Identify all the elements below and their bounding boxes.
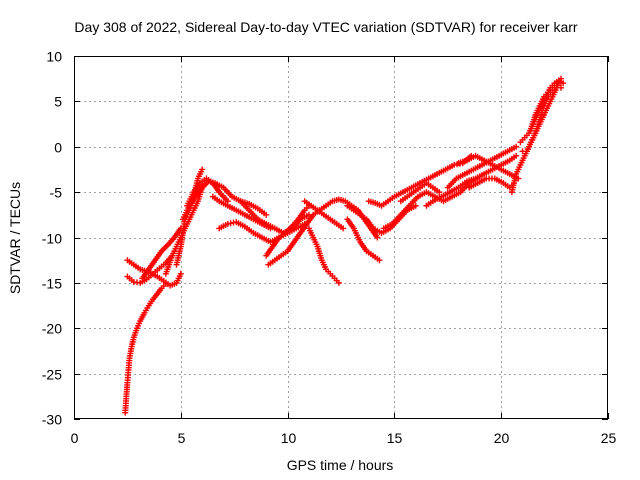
y-tick-label: -15 — [42, 276, 62, 292]
y-tick-label: -25 — [42, 367, 62, 383]
data-point — [560, 80, 567, 87]
data-point — [436, 189, 443, 196]
data-point — [177, 270, 184, 277]
data-track — [122, 280, 169, 416]
y-tick-label: -20 — [42, 321, 62, 337]
data-track — [423, 152, 520, 209]
y-tick-label: 5 — [54, 94, 62, 110]
data-point — [558, 84, 565, 91]
x-tick-label: 5 — [178, 430, 186, 446]
x-tick-label: 25 — [601, 430, 617, 446]
grid-lines — [74, 56, 608, 419]
x-tick-label: 20 — [494, 430, 510, 446]
data-point — [263, 211, 270, 218]
y-tick-labels: -30 -25 -20 -15 -10 -5 0 5 10 — [42, 49, 62, 428]
data-point — [513, 143, 520, 150]
x-axis-label: GPS time / hours — [287, 457, 394, 473]
y-tick-label: -10 — [42, 231, 62, 247]
data-point — [199, 166, 206, 173]
y-tick-label: -5 — [50, 185, 63, 201]
data-markers — [122, 75, 567, 416]
data-point — [340, 225, 347, 232]
data-point — [335, 279, 342, 286]
data-track — [124, 257, 184, 289]
data-point — [376, 257, 383, 264]
data-track — [519, 84, 565, 155]
data-track — [528, 75, 565, 132]
x-tick-label: 0 — [71, 430, 79, 446]
y-axis-label: SDTVAR / TECUs — [7, 182, 23, 294]
axis-ticks — [74, 56, 609, 420]
data-track — [397, 180, 443, 205]
data-point — [558, 75, 565, 82]
x-tick-label: 10 — [281, 430, 297, 446]
data-track — [263, 202, 312, 259]
x-tick-label: 15 — [387, 430, 403, 446]
data-point — [513, 152, 520, 159]
data-point — [374, 234, 381, 241]
data-track — [184, 175, 231, 209]
x-tick-labels: 0 5 10 15 20 25 — [71, 430, 617, 446]
data-point — [412, 202, 419, 209]
plot-frame — [74, 56, 608, 419]
data-track — [305, 225, 342, 286]
y-tick-label: -30 — [42, 412, 62, 428]
data-track — [344, 216, 383, 264]
data-track — [455, 152, 522, 182]
y-tick-label: 0 — [54, 140, 62, 156]
chart-title: Day 308 of 2022, Sidereal Day-to-day VTE… — [74, 19, 577, 35]
y-tick-label: 10 — [46, 49, 62, 65]
